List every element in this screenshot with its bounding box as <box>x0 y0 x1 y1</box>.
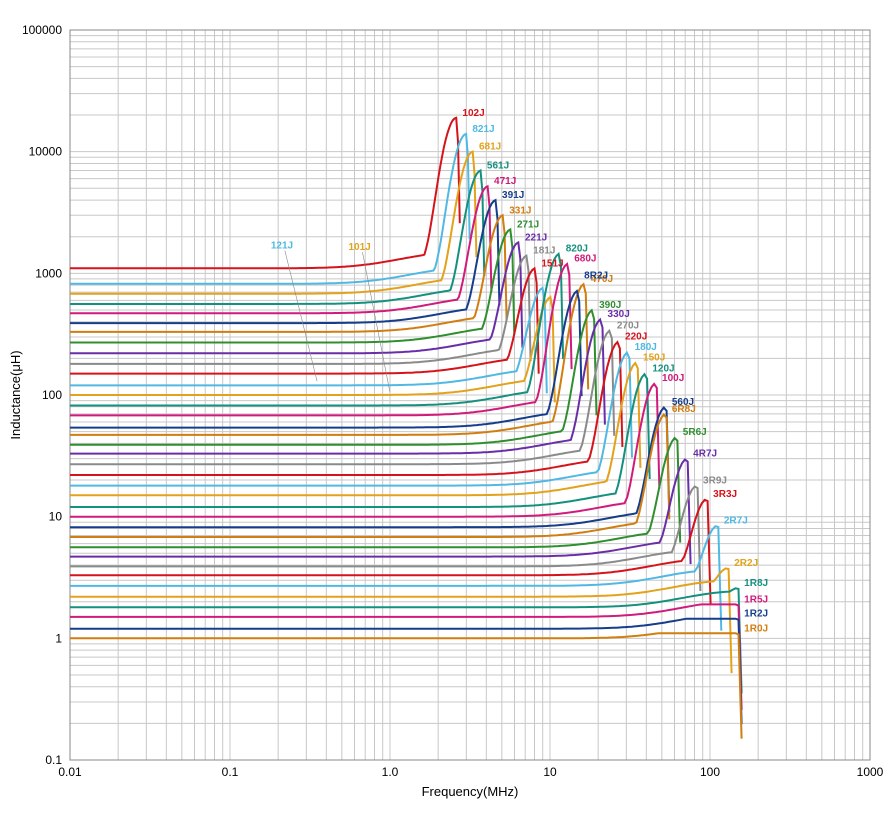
series-label: 220J <box>625 332 647 343</box>
series-label: 2R2J <box>734 558 758 569</box>
y-tick-label: 1 <box>55 631 62 645</box>
y-tick-label: 1000 <box>35 266 62 280</box>
series-label: 271J <box>517 219 539 230</box>
series-label: 8R2J <box>584 271 608 282</box>
x-tick-label: 10 <box>543 765 557 779</box>
series-label: 5R6J <box>683 427 707 438</box>
series-label: 181J <box>533 246 555 257</box>
series-label: 1R8J <box>744 578 768 589</box>
series-label: 4R7J <box>693 449 717 460</box>
series-callout-label: 101J <box>348 242 370 253</box>
series-label: 270J <box>617 320 639 331</box>
y-tick-label: 10000 <box>29 145 63 159</box>
series-label: 391J <box>502 190 524 201</box>
x-tick-label: 0.1 <box>222 765 239 779</box>
series-label: 561J <box>487 161 509 172</box>
series-label: 151J <box>541 258 563 269</box>
y-tick-label: 0.1 <box>45 753 62 767</box>
chart-svg: 0.010.11.01010010000.1110100100010000100… <box>0 0 894 830</box>
series-label: 680J <box>574 254 596 265</box>
y-axis-label: Inductance(μH) <box>8 350 23 439</box>
series-label: 1R2J <box>744 609 768 620</box>
inductance-frequency-chart: 0.010.11.01010010000.1110100100010000100… <box>0 0 894 830</box>
series-label: 2R7J <box>724 515 748 526</box>
series-label: 3R9J <box>703 476 727 487</box>
y-tick-label: 100 <box>42 388 62 402</box>
series-label: 331J <box>509 205 531 216</box>
x-axis-label: Frequency(MHz) <box>422 784 519 799</box>
series-label: 821J <box>472 124 494 135</box>
series-callout-label: 121J <box>271 240 293 251</box>
x-tick-label: 1000 <box>857 765 884 779</box>
y-tick-label: 10 <box>49 510 63 524</box>
series-label: 330J <box>608 309 630 320</box>
series-label: 100J <box>662 373 684 384</box>
series-label: 3R3J <box>713 489 737 500</box>
x-tick-label: 100 <box>700 765 720 779</box>
x-tick-label: 1.0 <box>382 765 399 779</box>
series-label: 150J <box>643 352 665 363</box>
series-label: 1R0J <box>744 623 768 634</box>
y-tick-label: 100000 <box>22 23 62 37</box>
series-label: 102J <box>462 108 484 119</box>
x-tick-label: 0.01 <box>58 765 82 779</box>
series-label: 221J <box>525 232 547 243</box>
series-label: 471J <box>494 176 516 187</box>
series-label: 681J <box>479 142 501 153</box>
series-label: 1R5J <box>744 594 768 605</box>
series-label: 6R8J <box>672 404 696 415</box>
